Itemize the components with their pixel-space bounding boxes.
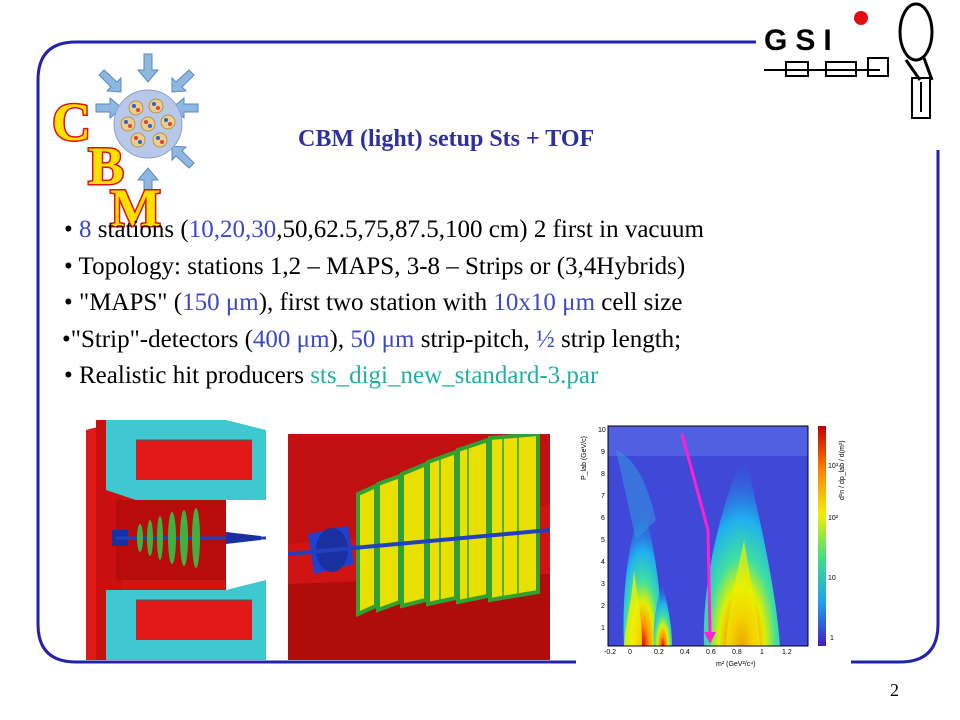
y-tick: 3 xyxy=(601,581,605,588)
x-tick: -0.2 xyxy=(604,649,616,656)
y-tick: 7 xyxy=(601,493,605,500)
x-tick: 0.2 xyxy=(654,649,664,656)
bullet-item: • Realistic hit producers sts_digi_new_s… xyxy=(64,362,599,389)
z-tick: 10² xyxy=(828,515,839,522)
x-tick: 0.4 xyxy=(680,649,690,656)
gsi-logo: GSI xyxy=(756,2,934,119)
x-tick: 1.2 xyxy=(782,649,792,656)
x-tick: 0.6 xyxy=(706,649,716,656)
y-tick: 10 xyxy=(598,427,606,434)
cbm-letter-m: M xyxy=(110,178,161,228)
y-tick: 5 xyxy=(601,537,605,544)
bullet-item: • Topology: stations 1,2 – MAPS, 3-8 – S… xyxy=(64,252,686,280)
page-number: 2 xyxy=(890,680,899,700)
y-tick: 4 xyxy=(601,559,605,566)
x-tick: 1 xyxy=(760,649,764,656)
z-tick: 1 xyxy=(830,635,834,642)
cbm-logo: C B M xyxy=(51,53,199,228)
y-tick: 9 xyxy=(601,449,605,456)
bullet-item: • "MAPS" (150 μm), first two station wit… xyxy=(64,289,683,316)
sts-stations-3d-image xyxy=(288,434,550,660)
pid-histogram-plot: 10 9 8 7 6 5 4 3 2 1 -0.2 0 0.2 0.4 0.6 … xyxy=(576,420,851,672)
z-tick: 10 xyxy=(828,575,836,582)
bullet-item: • 8 stations (10,20,30,50,62.5,75,87.5,1… xyxy=(64,216,704,243)
y-axis-label: P_lab (GeV/c) xyxy=(581,436,588,480)
x-tick: 0.8 xyxy=(732,649,742,656)
bullet-item: •"Strip"-detectors (400 μm), 50 μm strip… xyxy=(62,325,682,353)
y-tick: 2 xyxy=(601,603,605,610)
x-tick: 0 xyxy=(628,649,632,656)
cbm-letter-b: B xyxy=(88,136,124,196)
bullet-list: • 8 stations (10,20,30,50,62.5,75,87.5,1… xyxy=(62,212,944,395)
y-tick: 8 xyxy=(601,471,605,478)
cbm-letter-c: C xyxy=(52,92,91,152)
z-axis-label: d²n / dp_lab / d(m²) xyxy=(839,440,846,500)
y-tick: 6 xyxy=(601,515,605,522)
slide-frame xyxy=(36,40,940,664)
slide-title: CBM (light) setup Sts + TOF xyxy=(298,126,595,152)
x-axis-label: m² (GeV²/c⁴) xyxy=(716,661,756,668)
detector-cross-section-image xyxy=(76,420,268,660)
z-tick: 10³ xyxy=(828,463,839,470)
y-tick: 1 xyxy=(601,625,605,632)
gsi-logo-text: GSI xyxy=(764,24,840,57)
